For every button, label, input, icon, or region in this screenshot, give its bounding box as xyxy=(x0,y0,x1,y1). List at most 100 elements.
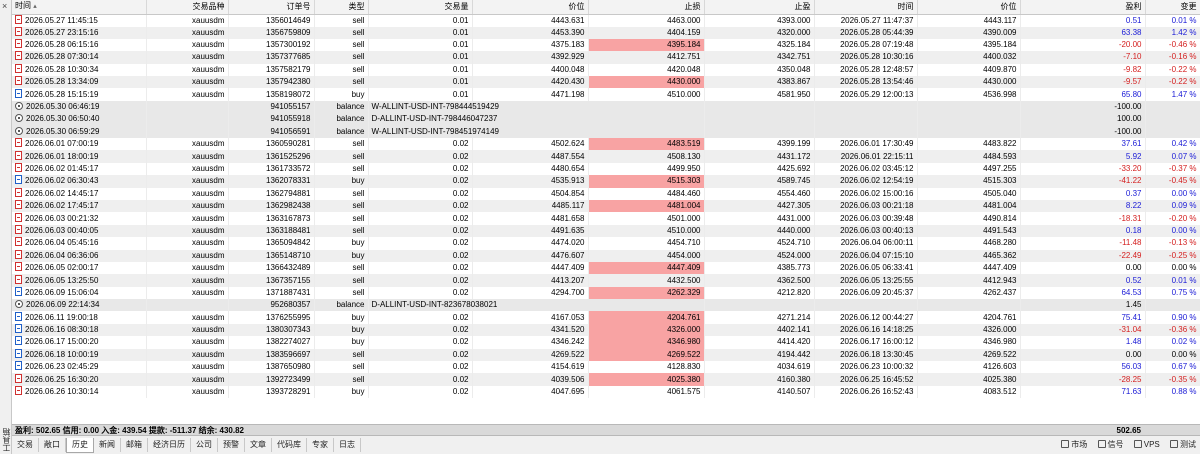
cell-profit: -9.57 xyxy=(1020,76,1146,89)
tab-5[interactable]: 经济日历 xyxy=(148,438,191,452)
cell-profit: -100.00 xyxy=(1020,125,1146,139)
trade-row[interactable]: 2026.05.27 11:45:15 xauusdm 1356014649 sell… xyxy=(12,14,1200,27)
trade-row[interactable]: 2026.06.05 02:00:17 xauusdm 1366432489 sell… xyxy=(12,261,1200,275)
balance-row[interactable]: 2026.06.09 22:14:34 952680357 balance D-ALL… xyxy=(12,299,1200,312)
cell-order: 1365094842 xyxy=(228,237,315,250)
trade-row[interactable]: 2026.06.03 00:40:05 xauusdm 1363188481 sell… xyxy=(12,224,1200,238)
cell-type: balance xyxy=(314,299,369,312)
cell-stoploss: 4510.000 xyxy=(588,224,705,238)
trade-row[interactable]: 2026.06.11 19:00:18 xauusdm 1376255995 buy 0… xyxy=(12,311,1200,324)
trade-row[interactable]: 2026.06.09 15:06:04 xauusdm 1371887431 sell… xyxy=(12,286,1200,300)
vps-button[interactable]: VPS xyxy=(1133,440,1160,449)
trade-row[interactable]: 2026.06.02 17:45:17 xauusdm 1362982438 sell… xyxy=(12,199,1200,213)
col-profit[interactable]: 盈利 xyxy=(1020,0,1146,15)
trade-row[interactable]: 2026.06.03 00:21:32 xauusdm 1363167873 sell… xyxy=(12,212,1200,225)
trade-row[interactable]: 2026.05.28 15:15:19 xauusdm 1358198072 buy 0… xyxy=(12,88,1200,101)
cell-close-price: 4468.280 xyxy=(917,237,1021,250)
cell-stoploss: 4262.329 xyxy=(588,286,705,300)
trade-row[interactable]: 2026.06.04 06:36:06 xauusdm 1365148710 buy 0… xyxy=(12,249,1200,262)
cell-takeprofit: 4362.500 xyxy=(704,274,815,287)
col-order[interactable]: 订单号 xyxy=(228,0,315,15)
cell-close-time: 2026.06.04 06:00:11 xyxy=(814,237,918,250)
cell-price: 4453.390 xyxy=(472,26,589,39)
balance-row[interactable]: 2026.05.30 06:50:40 941055918 balance D-ALL… xyxy=(12,113,1200,126)
header-row: 时间 ▴ 交易品种 订单号 类型 交易量 价位 止损 止盈 时间 价位 盈利 变… xyxy=(12,0,1200,15)
trade-row[interactable]: 2026.06.23 02:45:29 xauusdm 1387650980 sell… xyxy=(12,361,1200,374)
cell-price: 4481.658 xyxy=(472,212,589,225)
col-price[interactable]: 价位 xyxy=(472,0,589,15)
cell-type: sell xyxy=(314,261,369,275)
cell-profit: 71.63 xyxy=(1020,385,1146,399)
tab-7[interactable]: 预警 xyxy=(218,438,245,452)
trade-row[interactable]: 2026.06.01 18:00:19 xauusdm 1361525296 sell… xyxy=(12,150,1200,163)
trade-row[interactable]: 2026.05.28 06:15:16 xauusdm 1357300192 sell… xyxy=(12,38,1200,52)
trade-row[interactable]: 2026.06.18 10:00:19 xauusdm 1383596697 sell… xyxy=(12,348,1200,362)
cell-volume: 0.02 xyxy=(368,138,473,151)
tab-6[interactable]: 公司 xyxy=(191,438,218,452)
cell-close-price: 4443.117 xyxy=(917,14,1021,27)
col-volume[interactable]: 交易量 xyxy=(368,0,473,15)
trade-row[interactable]: 2026.06.02 01:45:17 xauusdm 1361733572 sell… xyxy=(12,162,1200,176)
cell-close-price: 4083.512 xyxy=(917,385,1021,399)
cell-type: buy xyxy=(314,323,369,337)
col-type[interactable]: 类型 xyxy=(314,0,369,15)
tab-4[interactable]: 邮箱 xyxy=(121,438,148,452)
cell-takeprofit: 4425.692 xyxy=(704,162,815,176)
trade-row[interactable]: 2026.05.28 13:34:09 xauusdm 1357942380 sell… xyxy=(12,76,1200,89)
cell-close-time: 2026.05.28 05:44:39 xyxy=(814,26,918,39)
cell-close-price: 4346.980 xyxy=(917,336,1021,349)
tab-2[interactable]: 历史 xyxy=(66,438,94,453)
cell-change: 0.88 % xyxy=(1145,385,1200,399)
tab-0[interactable]: 交易 xyxy=(12,438,39,452)
balance-row[interactable]: 2026.05.30 06:46:19 941055157 balance W-ALL… xyxy=(12,100,1200,114)
col-close-time[interactable]: 时间 xyxy=(814,0,918,15)
tab-1[interactable]: 敞口 xyxy=(39,438,66,452)
col-change[interactable]: 变更 xyxy=(1145,0,1200,15)
trade-row[interactable]: 2026.05.28 10:30:34 xauusdm 1357582179 sell… xyxy=(12,63,1200,77)
tester-button[interactable]: 测试 xyxy=(1170,440,1196,449)
trade-row[interactable]: 2026.05.28 07:30:14 xauusdm 1357377685 sell… xyxy=(12,51,1200,64)
tab-9[interactable]: 代码库 xyxy=(272,438,307,452)
balance-row[interactable]: 2026.05.30 06:59:29 941056591 balance W-ALL… xyxy=(12,125,1200,139)
trade-row[interactable]: 2026.06.01 07:00:19 xauusdm 1360590281 sell… xyxy=(12,138,1200,151)
tab-8[interactable]: 文章 xyxy=(245,438,272,452)
cell-order: 1367357155 xyxy=(228,274,315,287)
col-close-price[interactable]: 价位 xyxy=(917,0,1021,15)
trade-row[interactable]: 2026.06.05 13:25:50 xauusdm 1367357155 sell… xyxy=(12,274,1200,287)
cell-volume: 0.02 xyxy=(368,224,473,238)
cell-order: 1356014649 xyxy=(228,14,315,27)
deal-icon xyxy=(15,262,22,272)
trade-row[interactable]: 2026.06.25 16:30:20 xauusdm 1392723499 sell… xyxy=(12,373,1200,386)
cell-takeprofit: 4034.619 xyxy=(704,361,815,374)
tab-11[interactable]: 日志 xyxy=(334,438,361,452)
cell-time: 2026.06.16 08:30:18 xyxy=(12,323,147,337)
market-button[interactable]: 市场 xyxy=(1061,440,1087,449)
trade-row[interactable]: 2026.06.02 14:45:17 xauusdm 1362794881 sell… xyxy=(12,187,1200,200)
trade-row[interactable]: 2026.06.26 10:30:14 xauusdm 1393728291 buy 0… xyxy=(12,385,1200,399)
cell-time: 2026.06.05 13:25:50 xyxy=(12,274,147,287)
deal-icon xyxy=(15,14,22,24)
trade-row[interactable]: 2026.06.17 15:00:20 xauusdm 1382274027 buy 0… xyxy=(12,336,1200,349)
signals-button[interactable]: 信号 xyxy=(1097,440,1124,449)
cell-stoploss: 4432.500 xyxy=(588,274,705,287)
cell-order: 1357377685 xyxy=(228,51,315,64)
trade-row[interactable]: 2026.06.04 05:45:16 xauusdm 1365094842 buy 0… xyxy=(12,237,1200,250)
col-stoploss[interactable]: 止损 xyxy=(588,0,705,15)
col-time[interactable]: 时间 ▴ xyxy=(12,0,147,15)
col-symbol[interactable]: 交易品种 xyxy=(146,0,229,15)
cell-price: 4474.020 xyxy=(472,237,589,250)
cell-comment: W-ALLINT-USD-INT-798444519429 xyxy=(368,100,705,114)
tab-10[interactable]: 专家 xyxy=(307,438,334,452)
cell-symbol: xauusdm xyxy=(146,286,229,300)
cell-type: sell xyxy=(314,76,369,89)
tab-3[interactable]: 新闻 xyxy=(94,438,121,452)
col-takeprofit[interactable]: 止盈 xyxy=(704,0,815,15)
trade-row[interactable]: 2026.06.16 08:30:18 xauusdm 1380307343 buy 0… xyxy=(12,323,1200,337)
summary-bar: 盈利: 502.65 信用: 0.00 入金: 439.54 提款: -511.… xyxy=(12,424,1200,436)
trade-row[interactable]: 2026.05.27 23:15:16 xauusdm 1356759809 sell… xyxy=(12,26,1200,39)
cell-order: 1382274027 xyxy=(228,336,315,349)
trade-row[interactable]: 2026.06.02 06:30:43 xauusdm 1362078331 buy 0… xyxy=(12,175,1200,188)
close-icon[interactable]: × xyxy=(2,1,8,11)
cell-time: 2026.06.09 22:14:34 xyxy=(12,299,147,312)
cell-symbol: xauusdm xyxy=(146,51,229,64)
